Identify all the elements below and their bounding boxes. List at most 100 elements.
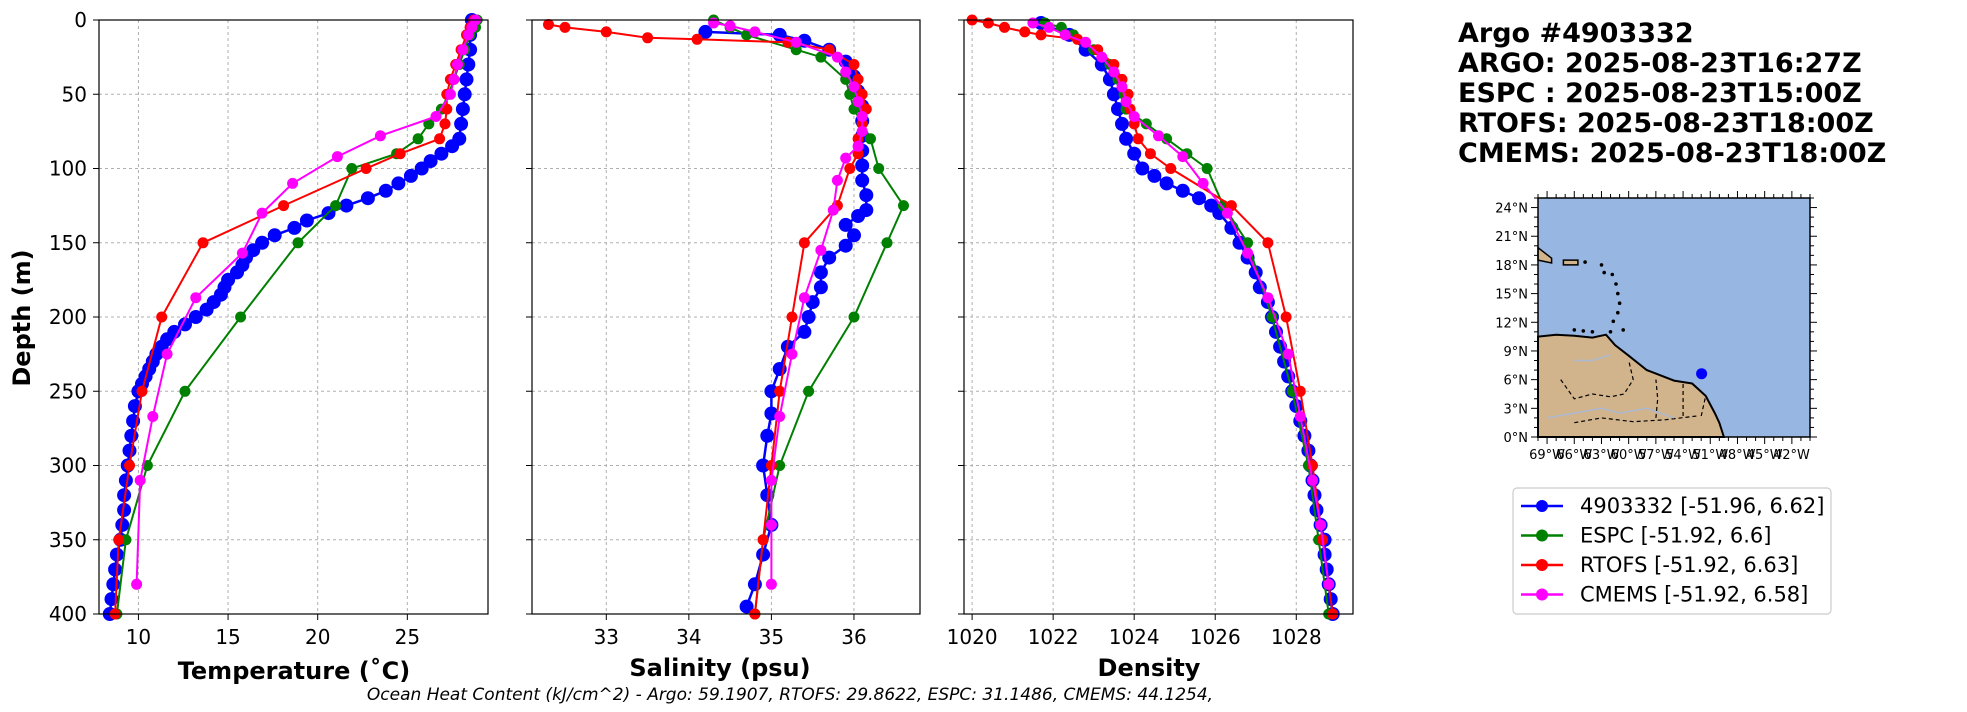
rtofs-point — [559, 21, 571, 33]
map-island-dot — [1608, 330, 1613, 334]
cmems-point — [1221, 207, 1233, 219]
cmems-point — [1294, 411, 1306, 422]
ocean-heat-content-footer: Ocean Heat Content (kJ/cm^2) - Argo: 59.… — [367, 685, 1213, 705]
cmems-point — [840, 152, 852, 164]
map-island-dot — [1611, 319, 1616, 324]
espc-point — [179, 385, 191, 397]
rtofs-point — [136, 385, 148, 397]
cmems-point — [462, 29, 474, 41]
argo-point — [760, 428, 775, 443]
rtofs-point — [441, 103, 453, 115]
cmems-point — [786, 348, 798, 360]
rtofs-point — [1165, 163, 1177, 174]
argo-point — [801, 310, 816, 324]
cmems-point — [256, 207, 268, 219]
argo-point — [847, 228, 861, 243]
x-tick-label: 1022 — [1028, 625, 1079, 649]
cmems-point — [331, 151, 343, 163]
cmems-point — [708, 17, 720, 29]
legend: 4903332 [-51.96, 6.62] ESPC [-51.92, 6.6]… — [1512, 487, 1832, 615]
espc-point — [1201, 163, 1213, 174]
argo-point — [1119, 131, 1134, 146]
cmems-point — [815, 244, 827, 256]
rtofs-point — [1144, 148, 1156, 160]
espc-point — [873, 163, 885, 174]
argo-point — [822, 250, 837, 265]
map-island-dot — [1602, 270, 1606, 275]
y-tick-label: 200 — [49, 305, 87, 329]
rtofs-point — [798, 237, 810, 249]
espc-point — [1140, 118, 1152, 130]
argo-point — [455, 102, 470, 117]
espc-point — [235, 311, 247, 323]
cmems-point — [1080, 36, 1092, 48]
map-island — [1562, 259, 1579, 266]
rtofs-point — [786, 311, 798, 323]
map-border — [1560, 360, 1634, 400]
map-lat-label: 3°N — [1504, 402, 1529, 417]
argo-point — [378, 183, 393, 198]
cmems-line — [713, 22, 864, 585]
cmems-point — [452, 59, 463, 70]
argo-point — [454, 116, 469, 131]
argo-point — [1111, 102, 1125, 117]
map-lat-label: 21°N — [1495, 230, 1528, 245]
cmems-point — [1307, 474, 1318, 486]
location-map: 69°W66°W63°W60°W57°W54°W51°W48°W45°W42°W… — [1495, 191, 1817, 463]
cmems-point — [765, 474, 777, 486]
espc-point — [881, 237, 893, 249]
cmems-point — [1242, 247, 1254, 259]
map-river — [1546, 407, 1675, 419]
rtofs-point — [982, 17, 994, 29]
cmems-point — [831, 51, 843, 63]
rtofs-point — [1262, 237, 1274, 249]
argo-point — [109, 547, 124, 562]
rtofs-point — [691, 33, 703, 45]
x-tick-label: 36 — [841, 625, 866, 649]
argo-point — [199, 302, 214, 317]
argo-point — [859, 188, 874, 203]
cmems-point — [430, 111, 442, 122]
y-tick-label: 0 — [74, 8, 87, 32]
y-tick-label: 350 — [49, 528, 87, 552]
argo-point — [756, 547, 771, 562]
title-line-cmems: CMEMS: 2025-08-23T18:00Z — [1458, 138, 1886, 169]
map-lat-label: 6°N — [1504, 374, 1529, 389]
argo-point — [1135, 161, 1150, 176]
map-island-dot — [1610, 272, 1615, 277]
y-tick-label: 100 — [49, 157, 87, 181]
cmems-point — [190, 292, 202, 304]
cmems-point — [1177, 151, 1189, 163]
y-axis-label: Depth (m) — [8, 249, 36, 386]
map-lon-label: 57°W — [1638, 448, 1674, 463]
legend-marker-argo — [1536, 500, 1548, 512]
espc-point — [423, 118, 435, 130]
series-group — [102, 13, 483, 621]
argo-point — [855, 173, 870, 188]
cmems-point — [448, 73, 460, 85]
cmems-point — [1262, 292, 1274, 304]
cmems-point — [827, 204, 839, 216]
legend-marker-espc — [1536, 529, 1548, 542]
espc-point — [803, 385, 815, 397]
rtofs-point — [1294, 385, 1306, 397]
espc-point — [412, 133, 424, 145]
cmems-point — [765, 519, 777, 531]
rtofs-point — [848, 59, 860, 70]
x-tick-label: 1024 — [1109, 625, 1160, 649]
argo-point — [122, 443, 137, 458]
map-island-dot — [1621, 328, 1625, 332]
y-tick-label: 300 — [49, 454, 87, 478]
argo-point — [391, 176, 406, 191]
legend-label-espc: ESPC [-51.92, 6.6] — [1580, 524, 1771, 548]
rtofs-point — [439, 118, 451, 130]
rtofs-point — [999, 21, 1010, 33]
argo-point — [339, 198, 354, 213]
cmems-point — [287, 177, 299, 189]
y-tick-label: 50 — [62, 82, 87, 106]
plot-frame — [531, 19, 921, 615]
argo-point — [747, 577, 762, 592]
cmems-line — [135, 19, 477, 585]
